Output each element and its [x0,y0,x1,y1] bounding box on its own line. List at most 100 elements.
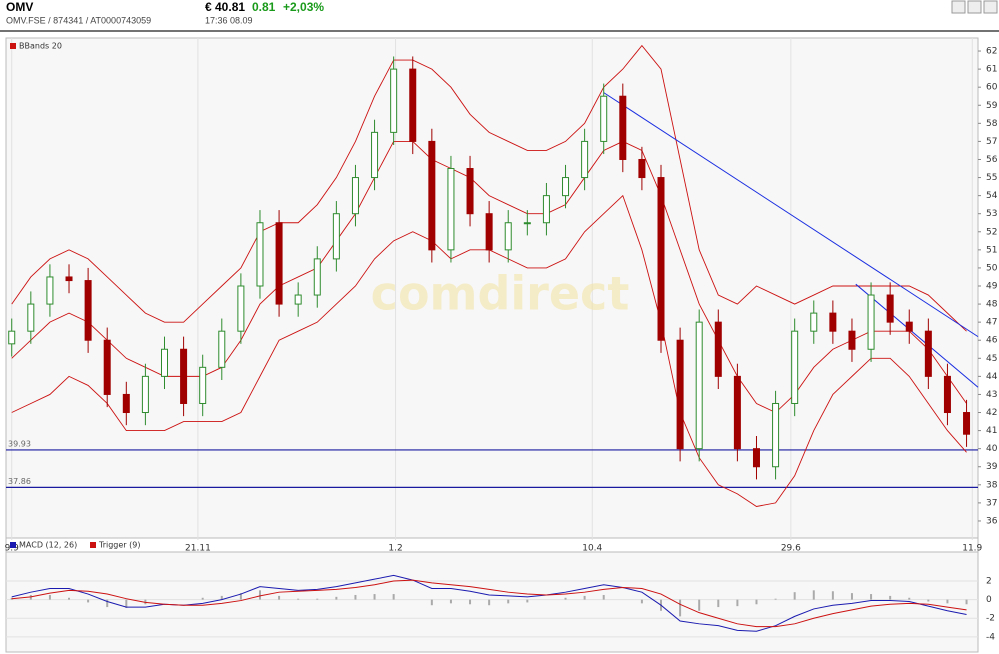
y-tick-label: 39 [986,462,998,472]
y-tick-label: 62 [986,47,997,57]
candle-body [752,448,760,468]
candle-body [122,393,130,414]
candle-body [733,375,741,450]
y-tick-label: 59 [986,101,998,111]
histogram-bar [870,594,873,600]
x-tick-label: 10.4 [582,544,602,554]
histogram-bar [640,599,643,604]
histogram-bar [812,590,815,600]
legend-label: Trigger (9) [98,541,140,550]
candle-body [695,321,703,450]
legend-label: BBands 20 [19,42,62,51]
x-tick-label: 29.6 [781,544,801,554]
histogram-bar [717,599,720,608]
histogram-bar [239,593,242,600]
candle-body [963,412,971,435]
legend-swatch [90,542,96,548]
legend-swatch [10,542,16,548]
x-tick-label: 21.11 [185,544,211,554]
macd-header [5,537,979,553]
y-tick-label: 0 [986,595,992,605]
y-tick-label: 2 [986,577,992,587]
y-tick-label: 55 [986,173,997,183]
histogram-bar [946,599,949,604]
candle-body [657,177,665,341]
x-tick-label: 11.9 [962,544,982,554]
histogram-bar [488,599,491,606]
histogram-bar [316,598,319,600]
histogram-bar [106,599,109,608]
candle-body [46,276,54,305]
candle-body [199,366,207,404]
header-subtitle: OMV.FSE / 874341 / AT0000743059 [6,15,151,25]
histogram-bar [68,597,71,600]
histogram-bar [908,597,911,600]
legend-label: MACD (12, 26) [19,541,77,550]
header-price: € 40.81 [205,0,245,14]
tool-button[interactable] [951,0,966,14]
x-tick-label: 9.9 [5,544,20,554]
histogram-bar [831,591,834,600]
histogram-bar [201,597,204,600]
candle-body [351,177,359,215]
candle-body [65,276,73,282]
candle-body [714,321,722,377]
candle-body [141,375,149,414]
histogram-bar [430,599,433,606]
horizontal-line-label: 37.86 [8,477,31,486]
y-tick-label: 44 [986,372,998,382]
histogram-bar [698,599,701,611]
y-tick-label: 58 [986,119,998,129]
histogram-bar [965,599,968,605]
candle-body [103,339,111,395]
y-tick-label: 51 [986,245,997,255]
y-tick-label: 46 [986,336,998,346]
candle-body [256,222,264,287]
histogram-bar [507,599,510,604]
candle-body [562,177,570,197]
candle-body [943,375,951,414]
candle-body [905,321,913,332]
histogram-bar [774,598,777,600]
histogram-bar [258,590,261,600]
candle-body [8,330,16,345]
candle-body [485,213,493,251]
trend-line [855,283,979,388]
candle-body [447,168,455,251]
candle-body [180,348,188,404]
candle-body [218,330,226,368]
histogram-bar [679,599,682,617]
y-tick-label: 56 [986,155,998,165]
x-tick-label: 1.2 [388,544,402,554]
histogram-bar [335,596,338,600]
candle-body [638,158,646,179]
candle-body [810,312,818,332]
toolbar [951,0,998,14]
tool-button[interactable] [967,0,982,14]
histogram-bar [278,595,281,600]
y-tick-label: 41 [986,426,997,436]
histogram-bar [793,592,796,600]
macd-plot [5,551,979,653]
histogram-bar [755,599,758,605]
histogram-bar [602,594,605,600]
histogram-bar [392,594,395,600]
header-change-pct: +2,03% [283,0,324,14]
main-plot [5,37,979,541]
candle-body [371,131,379,179]
header-time: 17:36 08.09 [205,15,253,25]
y-tick-label: 60 [986,83,998,93]
tool-button[interactable] [983,0,998,14]
candle-body [294,294,302,305]
candle-body [600,95,608,142]
candle-body [924,330,932,377]
candle-body [390,68,398,133]
histogram-bar [87,599,90,603]
candle-body [867,294,875,350]
histogram-bar [850,593,853,600]
bollinger-band [11,140,967,414]
candle-body [313,258,321,296]
histogram-bar [48,594,51,600]
candle-body [581,140,589,179]
